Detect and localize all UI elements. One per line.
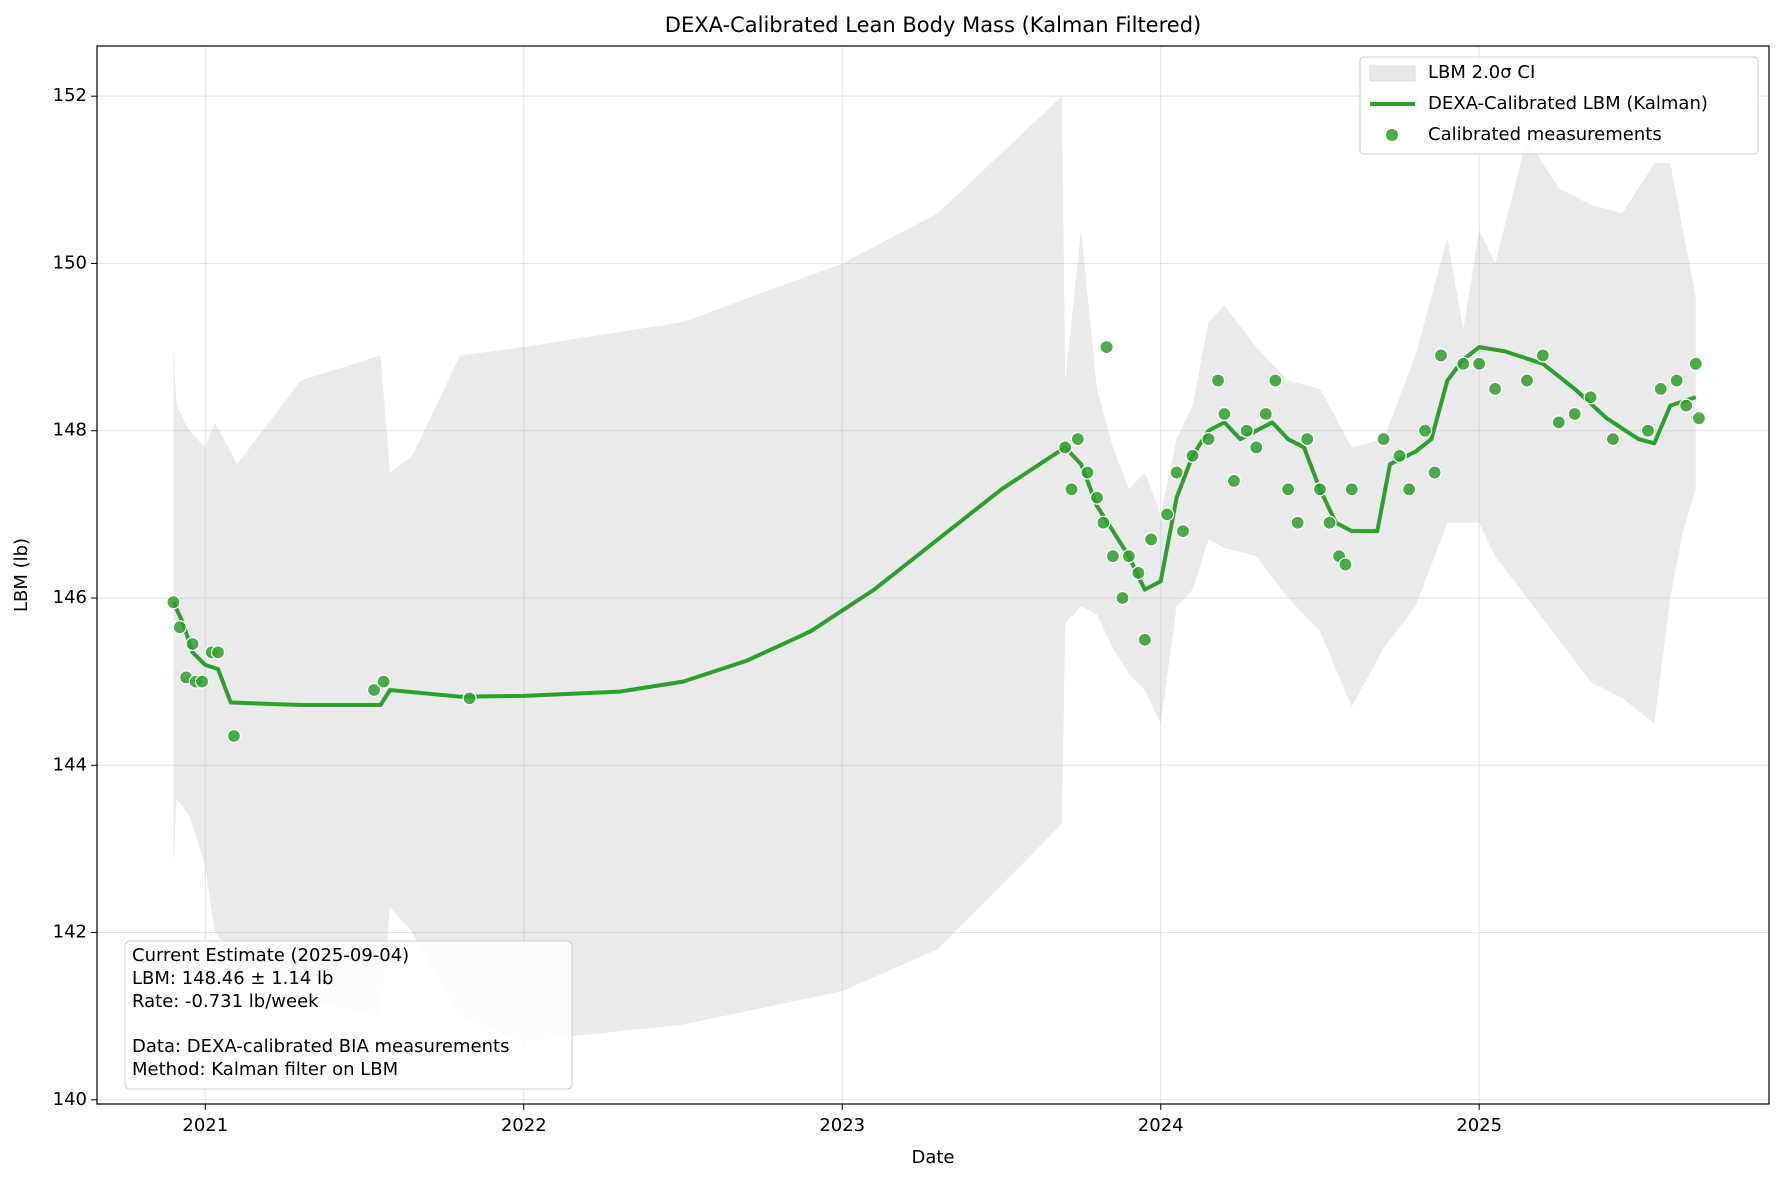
y-tick-label: 142 [53, 922, 87, 943]
legend-label: DEXA-Calibrated LBM (Kalman) [1428, 93, 1708, 114]
measurement-point [1185, 448, 1200, 463]
measurement-point [1096, 515, 1111, 530]
measurement-point [1519, 373, 1535, 388]
measurement-point [1226, 473, 1242, 489]
measurement-point [172, 620, 187, 635]
annotation-box [124, 940, 573, 1090]
annotation-line: Data: DEXA-calibrated BIA measurements [132, 1036, 509, 1057]
measurement-point [1640, 423, 1656, 438]
x-tick-label: 2021 [182, 1115, 228, 1136]
measurement-point [1058, 440, 1073, 455]
measurement-point [1121, 549, 1136, 564]
y-tick-label: 146 [53, 587, 87, 608]
annotation-line: Method: Kalman filter on LBM [132, 1059, 398, 1080]
measurement-point [1567, 406, 1582, 422]
measurement-point [366, 682, 382, 698]
measurement-point [1427, 465, 1442, 480]
measurement-point [1268, 373, 1283, 388]
legend-label: Calibrated measurements [1428, 124, 1662, 145]
measurement-point [1688, 356, 1703, 371]
legend-swatch [1369, 65, 1416, 82]
measurement-point [1433, 348, 1449, 363]
measurement-point [1322, 515, 1337, 530]
measurement-point [1456, 356, 1471, 371]
measurement-point [1535, 348, 1550, 363]
y-tick-label: 140 [53, 1089, 87, 1110]
annotation-line: Current Estimate (2025-09-04) [132, 945, 409, 966]
x-tick-label: 2024 [1138, 1115, 1184, 1136]
measurement-point [1144, 532, 1159, 547]
annotation-line: LBM: 148.46 ± 1.14 lb [132, 968, 333, 989]
y-axis-label: LBM (lb) [11, 538, 32, 612]
x-tick-label: 2022 [501, 1115, 547, 1136]
measurement-point [1201, 431, 1216, 447]
y-tick-label: 144 [53, 754, 87, 775]
y-tick-label: 150 [53, 252, 87, 273]
measurement-point [1064, 482, 1079, 497]
measurement-point [1679, 398, 1694, 413]
legend-swatch [1385, 128, 1399, 142]
measurement-point [376, 674, 391, 689]
x-axis-label: Date [911, 1147, 954, 1168]
measurement-point [1472, 356, 1487, 371]
plot-frame [96, 45, 1770, 1105]
measurement-point [166, 595, 181, 610]
measurement-point [1583, 390, 1598, 405]
measurement-point [1551, 415, 1566, 430]
measurement-point [1312, 482, 1328, 497]
chart-title: DEXA-Calibrated Lean Body Mass (Kalman F… [665, 13, 1201, 37]
measurement-point [1691, 411, 1707, 426]
measurement-point [1210, 373, 1226, 388]
measurement-point [210, 645, 226, 660]
legend-box [1359, 56, 1759, 155]
measurement-point [1099, 339, 1114, 355]
y-tick-label: 152 [53, 85, 87, 106]
measurement-point [1080, 465, 1095, 480]
measurement-point [1417, 423, 1433, 438]
measurement-point [1392, 448, 1407, 463]
measurement-point [1175, 523, 1191, 539]
annotation-line: Rate: -0.731 lb/week [132, 991, 319, 1012]
measurement-point [1344, 482, 1359, 497]
measurement-point [1281, 482, 1296, 497]
x-tick-label: 2025 [1456, 1115, 1502, 1136]
measurement-point [1669, 373, 1684, 388]
measurement-point [1105, 549, 1121, 564]
measurement-point [1290, 515, 1305, 530]
y-tick-label: 148 [53, 420, 87, 441]
measurement-point [1338, 557, 1353, 572]
measurement-point [1137, 632, 1152, 647]
measurement-point [226, 728, 242, 744]
measurement-point [462, 691, 477, 706]
ci-band [173, 96, 1696, 1042]
measurement-point [1376, 431, 1391, 447]
measurement-point [1249, 440, 1264, 455]
measurement-point [1115, 590, 1130, 606]
measurement-point [194, 674, 210, 689]
measurement-point [1653, 381, 1668, 397]
measurement-point [1239, 423, 1254, 438]
measurement-point [1488, 381, 1503, 397]
measurement-point [185, 636, 200, 652]
measurement-point [1070, 431, 1086, 447]
measurement-point [1300, 431, 1315, 447]
measurement-point [1159, 507, 1175, 522]
measurement-point [1258, 406, 1273, 422]
kalman-line [171, 345, 1697, 708]
measurement-point [1169, 465, 1184, 480]
measurement-point [1089, 490, 1105, 505]
measurement-point [1402, 482, 1417, 497]
measurement-point [1217, 406, 1232, 422]
measurement-point [1131, 565, 1146, 581]
x-tick-label: 2023 [819, 1115, 865, 1136]
legend-label: LBM 2.0σ CI [1428, 62, 1535, 83]
measurement-point [1605, 431, 1621, 447]
